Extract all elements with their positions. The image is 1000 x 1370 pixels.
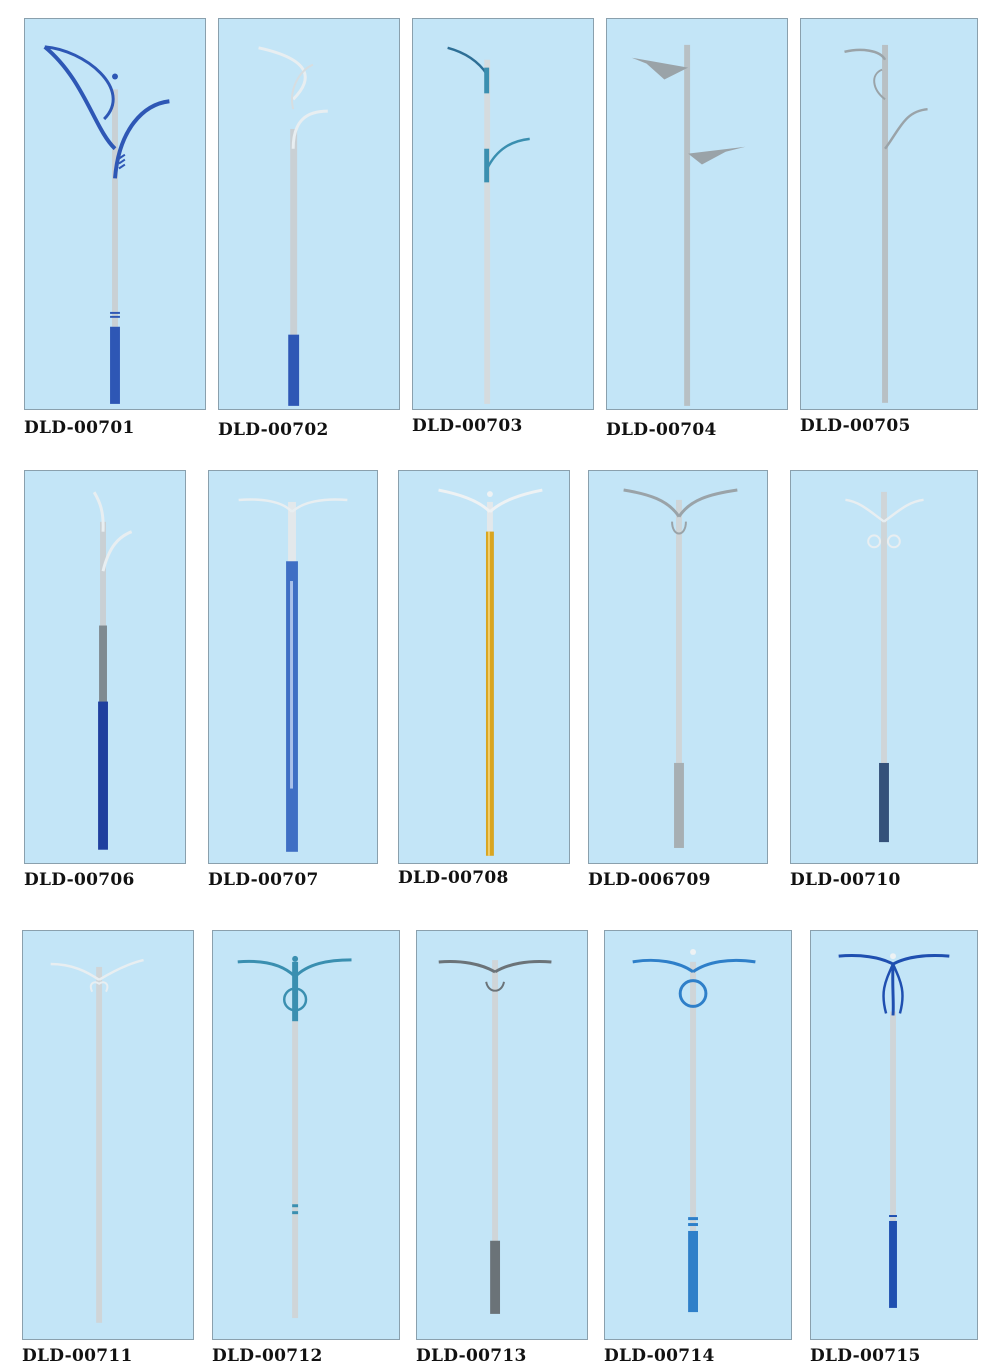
catalog-card-15: DLD-00715 — [810, 930, 978, 1370]
catalog-card-6: DLD-00706 — [24, 470, 186, 892]
product-panel — [588, 470, 768, 864]
street-lamp-icon — [838, 953, 950, 1308]
street-lamp-icon — [631, 44, 746, 406]
street-lamp-icon — [237, 955, 352, 1319]
street-lamp-icon — [50, 958, 144, 1323]
catalog-card-8: DLD-00708 — [398, 470, 570, 892]
catalog-card-12: DLD-00712 — [212, 930, 400, 1370]
catalog-card-1: DLD-00701 — [24, 18, 206, 438]
product-panel — [24, 18, 206, 410]
product-code: DLD-00708 — [398, 868, 509, 888]
product-code: DLD-00714 — [604, 1346, 715, 1366]
product-code: DLD-00711 — [22, 1346, 133, 1366]
catalog-card-9: DLD-006709 — [588, 470, 768, 892]
catalog-card-13: DLD-00713 — [416, 930, 588, 1370]
product-code: DLD-00712 — [212, 1346, 323, 1366]
product-code: DLD-00706 — [24, 870, 135, 890]
product-panel — [604, 930, 792, 1340]
product-code: DLD-006709 — [588, 870, 711, 890]
street-lamp-icon — [438, 488, 543, 856]
product-code: DLD-00715 — [810, 1346, 921, 1366]
product-code: DLD-00713 — [416, 1346, 527, 1366]
product-panel — [800, 18, 978, 410]
product-code: DLD-00707 — [208, 870, 319, 890]
product-code: DLD-00703 — [412, 416, 523, 436]
street-lamp-icon — [258, 46, 328, 406]
street-lamp-icon — [447, 46, 530, 404]
street-lamp-icon — [844, 44, 928, 403]
catalog-card-5: DLD-00705 — [800, 18, 978, 438]
product-panel — [212, 930, 400, 1340]
product-panel — [22, 930, 194, 1340]
product-code: DLD-00702 — [218, 420, 329, 440]
product-code: DLD-00704 — [606, 420, 717, 440]
street-lamp-icon — [623, 488, 738, 848]
catalog-card-14: DLD-00714 — [604, 930, 792, 1370]
street-lamp-icon — [632, 949, 756, 1313]
product-panel — [24, 470, 186, 864]
catalog-card-11: DLD-00711 — [22, 930, 194, 1370]
catalog-card-7: DLD-00707 — [208, 470, 378, 892]
street-lamp-icon — [238, 498, 348, 852]
product-panel — [208, 470, 378, 864]
product-panel — [810, 930, 978, 1340]
product-code: DLD-00705 — [800, 416, 911, 436]
street-lamp-icon — [845, 491, 924, 843]
product-panel — [606, 18, 788, 410]
product-panel — [412, 18, 594, 410]
product-panel — [416, 930, 588, 1340]
catalog-card-3: DLD-00703 — [412, 18, 594, 438]
product-panel — [790, 470, 978, 864]
catalog-card-2: DLD-00702 — [218, 18, 400, 440]
street-lamp-icon — [438, 960, 552, 1314]
street-lamp-icon — [43, 45, 170, 404]
product-code: DLD-00710 — [790, 870, 901, 890]
catalog-card-10: DLD-00710 — [790, 470, 978, 892]
street-lamp-icon — [92, 491, 133, 850]
product-code: DLD-00701 — [24, 418, 135, 438]
product-panel — [398, 470, 570, 864]
product-panel — [218, 18, 400, 410]
catalog-card-4: DLD-00704 — [606, 18, 788, 440]
